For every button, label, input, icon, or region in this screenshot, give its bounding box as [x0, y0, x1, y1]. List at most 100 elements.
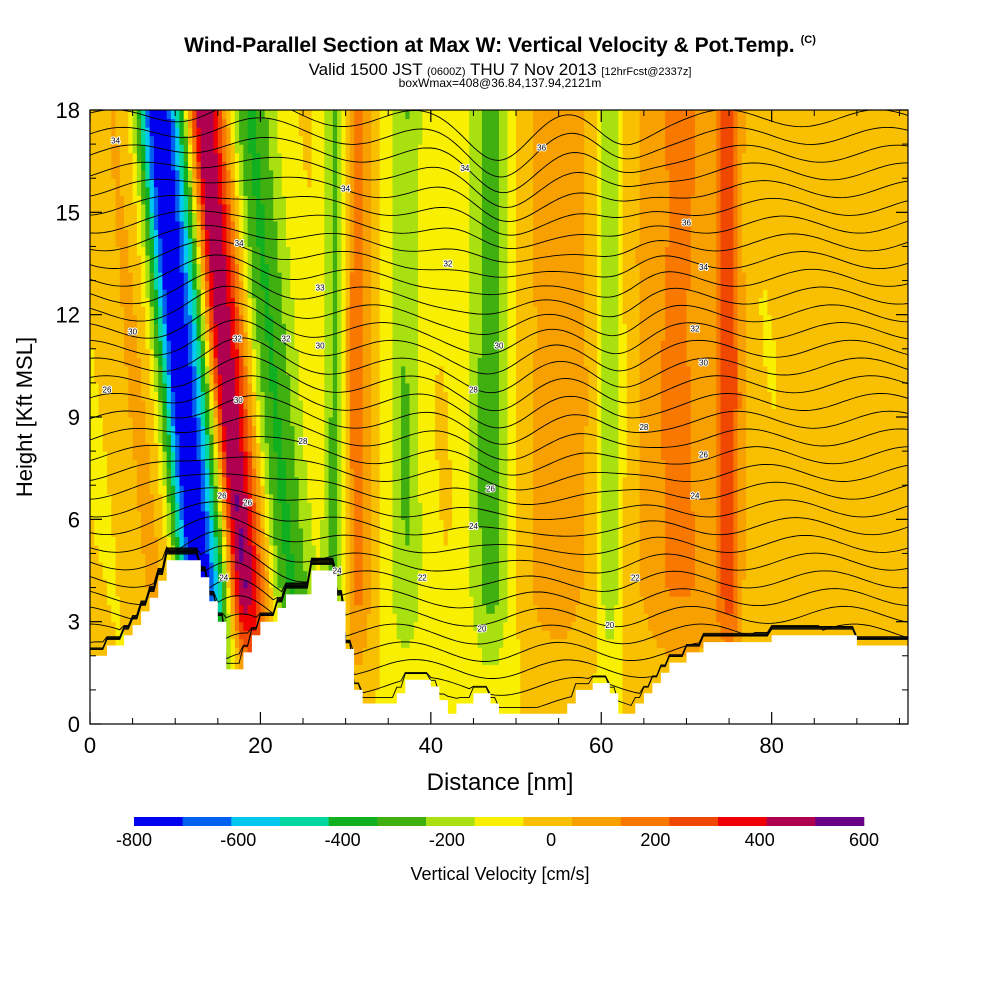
field-cell — [239, 579, 244, 589]
field-cell — [379, 340, 385, 350]
field-cell — [337, 425, 342, 435]
field-cell — [268, 510, 274, 520]
field-cell — [222, 272, 227, 282]
field-cell — [192, 246, 198, 256]
field-cell — [303, 434, 308, 444]
field-cell — [256, 365, 262, 375]
field-cell — [379, 417, 385, 427]
field-cell — [315, 237, 321, 248]
field-cell — [90, 553, 95, 563]
field-cell — [179, 110, 185, 120]
field-cell — [239, 408, 244, 418]
field-cell — [192, 391, 198, 401]
field-cell — [290, 587, 296, 597]
field-cell — [98, 297, 104, 307]
field-cell — [128, 536, 134, 546]
field-cell — [256, 519, 262, 529]
field-cell — [136, 144, 142, 154]
field-cell — [98, 306, 104, 316]
field-cell — [226, 135, 232, 145]
field-cell — [294, 127, 300, 137]
field-cell — [132, 220, 138, 230]
field-cell — [256, 544, 262, 555]
field-cell — [175, 442, 181, 452]
field-cell — [158, 553, 164, 563]
field-cell — [226, 510, 232, 520]
field-cell — [307, 476, 313, 486]
field-cell — [226, 263, 232, 273]
field-cell — [256, 434, 262, 444]
field-cell — [349, 178, 355, 188]
field-cell — [358, 348, 364, 358]
field-cell — [362, 536, 368, 546]
field-cell — [132, 425, 138, 435]
field-cell — [345, 425, 351, 435]
field-cell — [337, 306, 342, 316]
field-cell — [294, 425, 300, 435]
field-cell — [324, 527, 330, 537]
field-cell — [239, 237, 244, 248]
field-cell — [290, 110, 296, 120]
field-cell — [277, 127, 283, 137]
field-cell — [307, 348, 313, 358]
field-cell — [320, 110, 325, 120]
field-cell — [175, 135, 181, 145]
field-cell — [358, 152, 364, 162]
field-cell — [158, 510, 164, 520]
field-cell — [153, 229, 159, 239]
field-cell — [141, 203, 146, 213]
field-cell — [298, 254, 304, 265]
field-cell — [268, 289, 274, 299]
field-cell — [354, 672, 360, 682]
field-cell — [217, 510, 223, 520]
field-cell — [307, 442, 313, 452]
field-cell — [183, 272, 189, 282]
field-cell — [273, 306, 279, 316]
field-cell — [281, 391, 287, 401]
field-cell — [209, 476, 215, 486]
field-cell — [362, 110, 368, 120]
field-cell — [243, 127, 249, 137]
field-cell — [145, 417, 151, 427]
field-cell — [303, 357, 308, 367]
field-cell — [311, 434, 317, 444]
field-cell — [200, 263, 206, 273]
field-cell — [187, 502, 193, 512]
field-cell — [371, 357, 377, 367]
field-cell — [362, 647, 368, 657]
field-cell — [273, 493, 279, 503]
field-cell — [111, 297, 117, 307]
field-cell — [158, 476, 164, 486]
field-cell — [371, 672, 377, 682]
field-cell — [303, 254, 308, 265]
field-cell — [226, 118, 232, 128]
field-cell — [141, 186, 146, 196]
field-cell — [141, 110, 146, 120]
field-cell — [230, 647, 236, 657]
field-cell — [136, 613, 142, 623]
field-cell — [128, 212, 134, 222]
field-cell — [332, 519, 338, 529]
field-cell — [375, 254, 381, 265]
field-cell — [239, 374, 244, 384]
field-cell — [222, 178, 227, 188]
field-cell — [217, 289, 223, 299]
field-cell — [281, 399, 287, 410]
field-cell — [337, 596, 342, 606]
field-cell — [247, 254, 253, 265]
field-cell — [307, 579, 313, 589]
field-cell — [324, 306, 330, 316]
field-cell — [115, 527, 121, 537]
field-cell — [166, 220, 172, 230]
field-cell — [98, 621, 104, 631]
field-cell — [311, 203, 317, 213]
field-cell — [307, 374, 313, 384]
field-cell — [124, 272, 129, 282]
field-cell — [303, 229, 308, 239]
field-cell — [213, 229, 219, 239]
field-cell — [213, 553, 219, 563]
field-cell — [277, 272, 283, 282]
field-cell — [115, 502, 121, 512]
field-cell — [341, 451, 347, 461]
field-cell — [170, 417, 176, 427]
